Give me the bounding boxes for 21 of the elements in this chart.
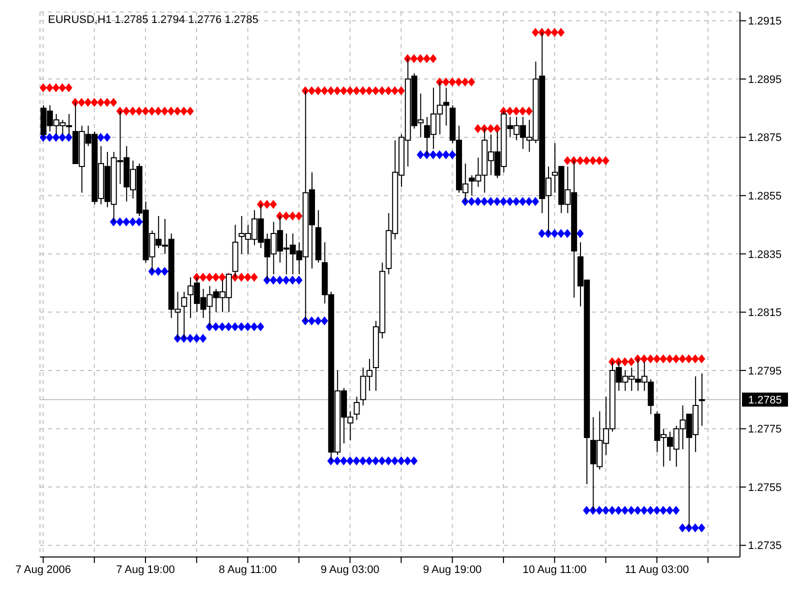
candlestick [698, 372, 705, 426]
y-tick-label: 1.2915 [748, 16, 782, 28]
x-tick-label: 11 Aug 03:00 [624, 564, 689, 576]
y-tick-label: 1.2775 [748, 424, 782, 436]
y-tick-label: 1.2795 [748, 365, 782, 378]
candlestick [354, 396, 360, 421]
y-tick-label: 1.2835 [748, 248, 782, 261]
x-tick-label: 10 Aug 11:00 [522, 564, 587, 576]
x-tick-label: 9 Aug 03:00 [320, 564, 380, 576]
y-tick-label: 1.2815 [748, 307, 782, 320]
x-tick-label: 7 Aug 19:00 [116, 564, 175, 576]
x-tick-label: 8 Aug 11:00 [218, 564, 277, 576]
x-tick-label: 7 Aug 2006 [15, 564, 72, 576]
y-tick-label: 1.2875 [748, 132, 782, 144]
y-tick-label: 1.2755 [748, 482, 782, 494]
x-tick-label: 9 Aug 19:00 [422, 564, 482, 576]
y-tick-label: 1.2855 [748, 190, 782, 203]
ref-line-label: 1.2785 [748, 394, 782, 407]
y-tick-label: 1.2895 [748, 74, 782, 86]
chart-title: EURUSD,H1 1.2785 1.2794 1.2776 1.2785 [48, 14, 258, 26]
y-tick-label: 1.2735 [748, 540, 782, 552]
